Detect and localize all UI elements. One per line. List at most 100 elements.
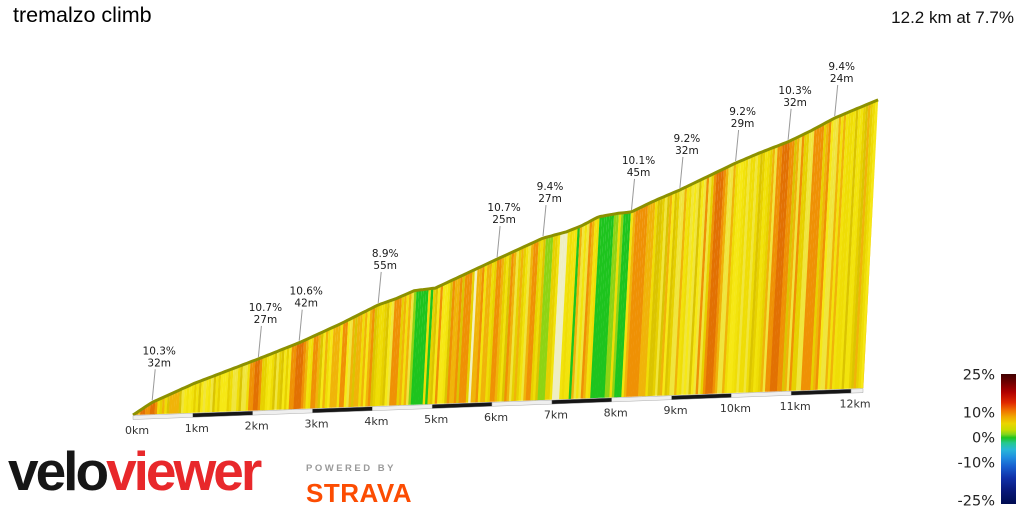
gradient-annotation: 9.4% 24m [828,61,855,85]
gradient-stripe [413,289,422,405]
gradient-stripe [518,244,529,401]
gradient-stripe [786,135,803,391]
gradient-stripe [815,119,832,390]
gradient-stripe [202,378,207,413]
gradient-stripe [851,103,869,389]
gradient-stripe [226,369,231,412]
gradient-stripe [322,329,329,408]
gradient-stripe [343,318,351,408]
logo-viewer: viewer [106,440,262,502]
gradient-stripe [602,214,615,398]
x-tick-label: 0km [125,424,149,437]
gradient-legend-colorbar [1001,374,1016,504]
gradient-stripe [626,208,639,397]
gradient-stripe [279,348,285,410]
gradient-stripe [389,298,398,406]
gradient-stripe [283,346,290,410]
gradient-stripe [587,216,600,399]
gradient-stripe [154,399,158,415]
gradient-stripe [405,290,415,405]
annotation-callout-line [787,108,792,140]
gradient-stripe [575,222,588,399]
gradient-stripe [611,212,624,398]
veloviewer-logo[interactable]: veloviewer [8,444,262,499]
gradient-stripe [365,307,373,407]
gradient-stripe [161,396,165,414]
gradient-stripe [219,372,224,412]
gradient-stripe [494,255,505,402]
strava-attribution[interactable]: POWERED BY STRAVA [306,463,412,509]
gradient-stripe [578,221,590,399]
gradient-stripe [451,276,461,404]
x-tick-label: 7km [544,409,568,422]
gradient-stripe [449,277,458,404]
gradient-stripe [209,375,214,413]
gradient-stripe [638,202,651,397]
gradient-stripe [300,339,307,409]
gradient-stripe [843,107,861,389]
gradient-stripe [444,279,453,404]
gradient-stripe [784,136,800,392]
x-tick-label: 5km [424,413,448,426]
gradient-stripe [463,270,473,403]
gradient-stripe [805,124,822,391]
gradient-stripe [702,172,717,395]
gradient-stripe [403,291,412,406]
climb-summary: 12.2 km at 7.7% [891,8,1014,27]
gradient-stripe [820,117,837,390]
gradient-stripe [810,122,827,391]
gradient-stripe [393,296,402,406]
gradient-stripe [441,280,451,404]
annotation-callout-line [151,369,156,401]
annotation-callout-line [834,84,839,117]
legend-tick-label: 10% [963,405,995,421]
gradient-stripe [537,236,549,401]
gradient-stripe [571,225,583,399]
gradient-stripe [623,209,636,397]
gradient-stripe [475,264,485,403]
gradient-stripe [848,104,866,389]
gradient-stripe [516,245,527,401]
gradient-stripe [288,344,295,410]
gradient-stripe [733,157,749,393]
gradient-stripe [527,240,539,401]
gradient-stripe [207,376,212,413]
gradient-stripe [863,99,879,389]
gradient-stripe [204,377,209,413]
gradient-stripe [267,353,273,411]
gradient-stripe [487,259,498,402]
gradient-stripe [264,354,270,411]
gradient-stripe [358,311,366,407]
gradient-stripe [635,203,649,397]
gradient-stripe [415,289,424,405]
gradient-stripe [434,284,444,404]
gradient-stripe [724,161,739,394]
gradient-stripe [291,343,297,410]
gradient-stripe [499,253,510,402]
gradient-stripe [714,166,729,394]
gradient-stripe [817,118,835,390]
gradient-stripe [666,189,680,396]
gradient-annotation: 10.3% 32m [778,85,811,109]
gradient-stripe [683,181,697,395]
gradient-stripe [563,228,576,400]
gradient-stripe [559,230,571,400]
gradient-stripe [197,380,202,413]
gradient-stripe [812,121,830,390]
gradient-stripe [858,100,876,389]
gradient-stripe [319,330,327,409]
gradient-stripe [621,211,634,397]
gradient-stripe [523,242,534,401]
gradient-stripe [633,205,646,397]
gradient-stripe [803,126,820,391]
gradient-stripe [798,128,815,391]
gradient-stripe [568,226,580,399]
gradient-stripe [326,327,334,408]
gradient-stripe [372,304,381,407]
gradient-stripe [477,263,488,403]
x-tick-label: 12km [840,398,871,411]
gradient-stripe [200,379,205,413]
gradient-stripe [235,365,241,412]
gradient-stripe [317,331,324,409]
gradient-stripe [719,163,734,394]
